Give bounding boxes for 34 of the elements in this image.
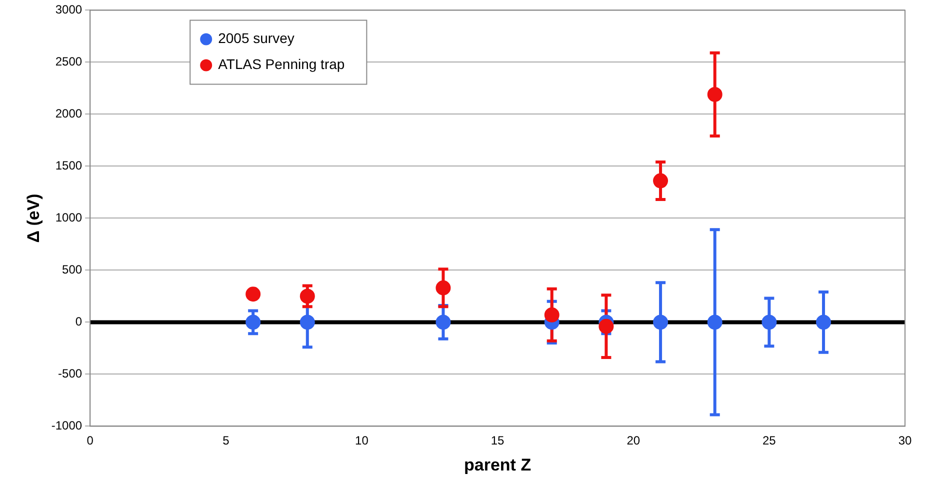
point [816, 314, 832, 330]
point [246, 286, 261, 302]
y-axis-title: Δ (eV) [24, 194, 43, 243]
point [544, 307, 560, 322]
point [762, 314, 777, 330]
y-tick-label: 3000 [55, 2, 82, 17]
y-tick-label: 0 [75, 314, 82, 329]
x-tick-label: 15 [490, 434, 505, 448]
y-tick-label: 1000 [55, 210, 82, 225]
point [300, 314, 315, 330]
y-tick-label: -1000 [51, 418, 82, 433]
point [436, 280, 451, 296]
x-tick-label: 10 [355, 434, 369, 448]
point [300, 288, 315, 304]
legend-label: 2005 survey [218, 30, 294, 46]
point [653, 173, 668, 188]
point [436, 314, 451, 330]
y-tick-label: 2000 [55, 106, 82, 121]
point [598, 318, 614, 334]
y-tick-label: -500 [58, 366, 82, 381]
y-tick-label: 1500 [55, 158, 82, 173]
point [653, 314, 668, 330]
x-axis-title: parent Z [464, 455, 532, 474]
y-tick-label: 2500 [55, 54, 82, 69]
point [707, 314, 722, 330]
point [707, 86, 722, 102]
point [246, 314, 261, 330]
x-tick-label: 25 [762, 434, 776, 448]
x-tick-label: 0 [86, 434, 94, 448]
x-tick-label: 20 [626, 434, 640, 448]
x-tick-label: 30 [898, 434, 912, 448]
x-tick-label: 5 [222, 434, 230, 448]
legend-label: ATLAS Penning trap [218, 56, 345, 72]
y-tick-label: 500 [62, 262, 82, 277]
